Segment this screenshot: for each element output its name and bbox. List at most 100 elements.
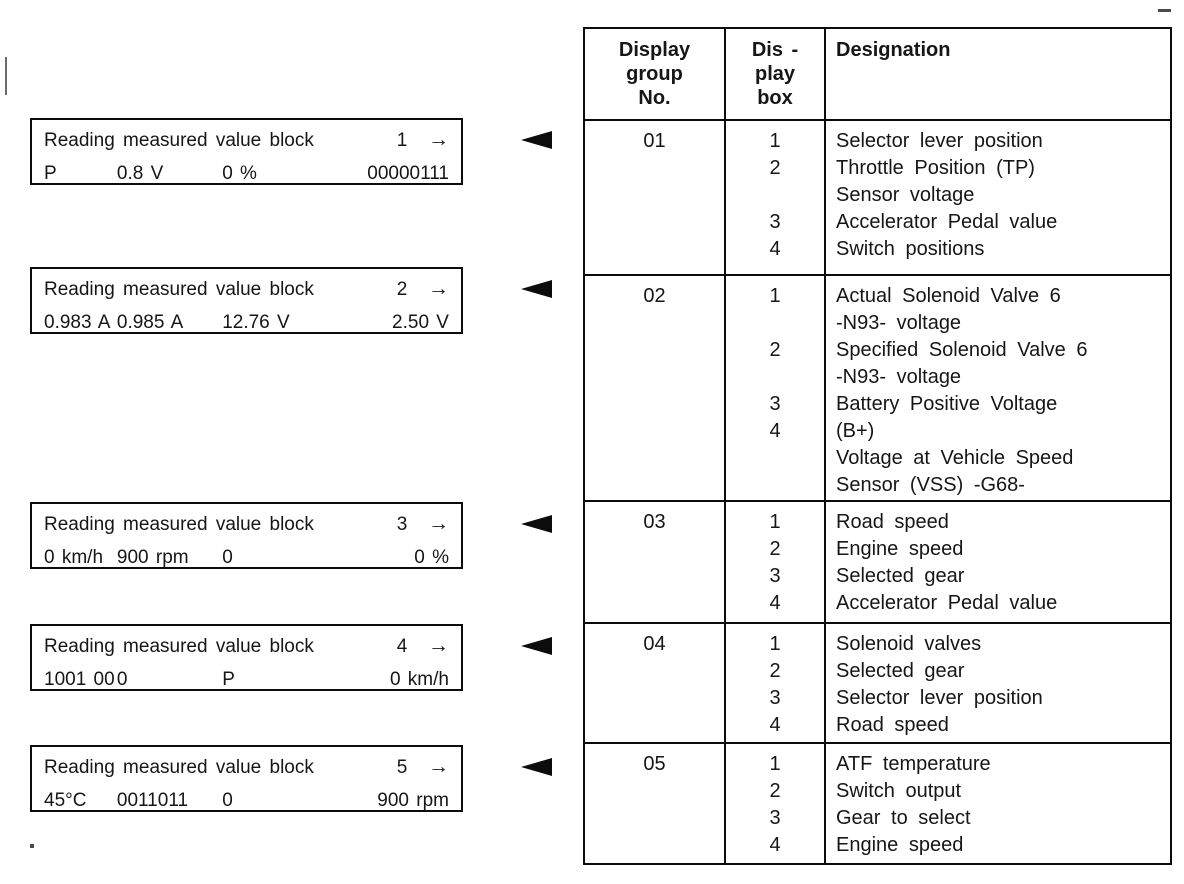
designation-cell: ATF temperature Switch output Gear to sele… — [826, 744, 1170, 863]
reading-value: 0.8 V — [116, 163, 164, 184]
display-box-number: 3 — [769, 211, 781, 233]
display-box-number: 2 — [769, 157, 781, 179]
reading-block-title: Reading measured value block 2 → — [44, 277, 449, 301]
reading-block-title: Reading measured value block 3 → — [44, 512, 449, 536]
display-box-number — [726, 445, 824, 472]
display-box-cell: 1 2 3 4 — [726, 624, 826, 742]
reading-value: 0 % — [222, 163, 257, 184]
reading-value: 12.76 V — [222, 312, 290, 333]
left-pointer-icon — [521, 515, 552, 533]
header-display-box: Dis - play box — [726, 29, 826, 119]
display-box-number: 4 — [769, 420, 781, 442]
designation-line: Road speed — [836, 511, 949, 533]
right-arrow-icon: → — [428, 634, 449, 657]
reading-block-values: 0.983 A 0.985 A 12.76 V 2.50 V — [44, 312, 449, 334]
display-group-number: 04 — [643, 633, 666, 655]
reading-block-number: 4 — [396, 636, 408, 657]
header-display-group-no: Display group No. — [585, 29, 726, 119]
display-group-cell: 05 — [585, 744, 726, 863]
display-box-number — [726, 310, 824, 337]
display-group-number: 02 — [643, 285, 666, 307]
reading-block-number: 3 — [396, 514, 408, 535]
designation-cell: Selector lever position Throttle Position… — [826, 121, 1170, 274]
scan-artifact-left-tick — [5, 57, 7, 95]
display-box-number: 2 — [769, 538, 781, 560]
table-row: 04 1 2 3 4 Solenoid valves Selected gear Select… — [585, 622, 1170, 742]
table-row: 05 1 2 3 4 ATF temperature Switch output Gear t… — [585, 742, 1170, 863]
display-group-cell: 04 — [585, 624, 726, 742]
table-row: 02 1 2 3 4 Actual Solenoid Valve 6 -N93- volta… — [585, 274, 1170, 500]
display-box-number — [726, 364, 824, 391]
reading-block-values: 1001 00 0 P 0 km/h — [44, 669, 449, 691]
display-box-number — [726, 182, 824, 209]
reading-block-number: 1 — [396, 130, 408, 151]
reading-block-title: Reading measured value block 1 → — [44, 128, 449, 152]
reading-block-label: Reading measured value block — [44, 514, 314, 535]
designation-line: Actual Solenoid Valve 6 — [836, 285, 1061, 307]
reading-value: 45°C — [44, 790, 87, 811]
display-groups-table: Display group No. Dis - play box Designa… — [583, 27, 1172, 865]
designation-line: Accelerator Pedal value — [836, 592, 1058, 614]
reading-block: Reading measured value block 3 → 0 km/h 900 … — [30, 502, 463, 569]
designation-line: -N93- voltage — [836, 312, 962, 334]
table-header-row: Display group No. Dis - play box Designa… — [585, 29, 1170, 119]
designation-line: Sensor (VSS) -G68- — [836, 474, 1025, 496]
display-box-number: 3 — [769, 687, 781, 709]
reading-value: 900 rpm — [116, 547, 189, 568]
display-box-number: 3 — [769, 565, 781, 587]
header-designation: Designation — [826, 29, 1170, 119]
designation-line: Accelerator Pedal value — [836, 211, 1058, 233]
designation-line: Engine speed — [836, 834, 964, 856]
table-row: 01 1 2 3 4 Selector lever position Throttle Po… — [585, 119, 1170, 274]
right-arrow-icon: → — [428, 277, 449, 300]
reading-block-number: 2 — [396, 279, 408, 300]
reading-block-label: Reading measured value block — [44, 130, 314, 151]
display-box-cell: 1 2 3 4 — [726, 502, 826, 622]
designation-line: ATF temperature — [836, 753, 991, 775]
display-group-number: 03 — [643, 511, 666, 533]
designation-cell: Road speed Engine speed Selected gear Accel… — [826, 502, 1170, 622]
display-box-number: 2 — [769, 780, 781, 802]
designation-line: -N93- voltage — [836, 366, 962, 388]
left-pointer-icon — [521, 131, 552, 149]
left-pointer-icon — [521, 758, 552, 776]
reading-block-values: P 0.8 V 0 % 00000111 — [44, 163, 449, 185]
display-box-number: 3 — [769, 393, 781, 415]
scan-artifact-bottom-left-dot — [30, 844, 34, 848]
display-group-number: 01 — [643, 130, 666, 152]
reading-value: 00000111 — [367, 163, 449, 184]
display-box-number: 4 — [769, 834, 781, 856]
designation-line: Selected gear — [836, 565, 965, 587]
reading-value: 0 km/h — [44, 547, 104, 568]
reading-value: 900 rpm — [377, 790, 449, 811]
left-pointer-icon — [521, 637, 552, 655]
reading-value: 0.985 A — [116, 312, 184, 333]
header-line: Display — [618, 39, 691, 61]
reading-value: 0 % — [414, 547, 449, 568]
header-line: Dis - — [751, 39, 799, 61]
display-box-number — [726, 472, 824, 499]
display-group-cell: 03 — [585, 502, 726, 622]
display-box-cell: 1 2 3 4 — [726, 276, 826, 500]
reading-value: 0011011 — [116, 790, 189, 811]
designation-line: Battery Positive Voltage — [836, 393, 1058, 415]
right-arrow-icon: → — [428, 128, 449, 151]
designation-line: Voltage at Vehicle Speed — [836, 447, 1074, 469]
designation-line: Sensor voltage — [836, 184, 975, 206]
display-box-number: 1 — [769, 633, 781, 655]
designation-cell: Actual Solenoid Valve 6 -N93- voltage Spec… — [826, 276, 1170, 500]
header-line: No. — [638, 87, 671, 109]
designation-line: Selector lever position — [836, 687, 1043, 709]
display-group-cell: 01 — [585, 121, 726, 274]
display-box-number: 1 — [769, 511, 781, 533]
display-box-number: 1 — [769, 130, 781, 152]
display-box-number: 1 — [769, 285, 781, 307]
table-row: 03 1 2 3 4 Road speed Engine speed Selected gea… — [585, 500, 1170, 622]
designation-line: Gear to select — [836, 807, 971, 829]
display-group-number: 05 — [643, 753, 666, 775]
reading-value: 0 — [222, 790, 233, 811]
designation-line: Switch positions — [836, 238, 985, 260]
reading-value: 1001 00 — [44, 669, 115, 690]
display-box-number: 1 — [769, 753, 781, 775]
